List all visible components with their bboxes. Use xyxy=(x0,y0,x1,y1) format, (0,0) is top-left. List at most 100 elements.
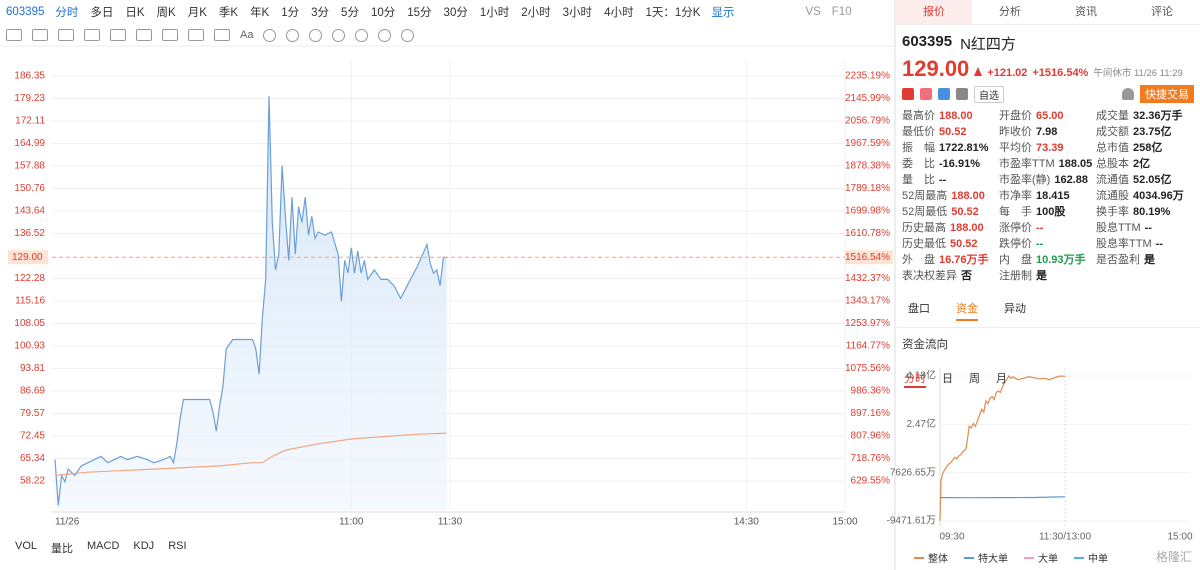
tool-icon[interactable] xyxy=(355,28,369,42)
period-toolbar: 603395 分时 多日 日K 周K 月K 季K 年K 1分 3分 5分 10分 15分 30分 1小时 2小… xyxy=(0,0,899,24)
stat-row: 历史最高 188.00 涨停价 -- 股息TTM -- xyxy=(896,220,1200,236)
stat-cell: 历史最高 188.00 xyxy=(902,220,999,236)
indicator-tab[interactable]: VOL xyxy=(15,540,38,552)
tool-icon[interactable] xyxy=(6,29,22,41)
stat-value: 188.00 xyxy=(950,222,984,234)
stat-value: -- xyxy=(1036,238,1044,250)
period-tab[interactable]: 多日 xyxy=(90,7,114,19)
tool-icon[interactable] xyxy=(378,28,392,42)
panel-tab[interactable]: 资讯 xyxy=(1075,6,1097,18)
display-menu[interactable]: 显示 xyxy=(711,7,735,19)
badge-icon[interactable] xyxy=(902,88,914,100)
flow-period-tab[interactable]: 月 xyxy=(996,373,1007,385)
stat-cell: 注册制是 xyxy=(999,268,1096,284)
stat-cell: 总股本 2亿 xyxy=(1096,156,1193,172)
period-tab[interactable]: 日K xyxy=(125,7,145,19)
legend-swatch xyxy=(964,556,974,559)
tool-icon[interactable] xyxy=(332,28,346,42)
stat-value: 4034.96万 xyxy=(1133,190,1184,202)
panel-tab[interactable]: 评论 xyxy=(1151,6,1173,18)
period-tab[interactable]: 1分 xyxy=(281,7,300,19)
y-tick-label: 58.22 xyxy=(20,476,45,487)
stat-row: 量 比 -- 市盈率(静) 162.88 流通值 52.05亿 xyxy=(896,172,1200,188)
y2-tick-label: 1432.37% xyxy=(845,273,890,284)
x-tick-label: 11:00 xyxy=(339,517,364,528)
tool-icon[interactable] xyxy=(188,29,204,41)
period-tab[interactable]: 10分 xyxy=(370,7,396,19)
period-tab[interactable]: 1小时 xyxy=(479,7,510,19)
period-tab[interactable]: 周K xyxy=(156,7,176,19)
period-tab[interactable]: 2小时 xyxy=(521,7,551,19)
stat-label: 每 手 xyxy=(999,206,1032,218)
legend-label: 整体 xyxy=(928,554,948,565)
period-tab[interactable]: 5分 xyxy=(341,7,359,19)
tool-icon[interactable] xyxy=(263,28,277,42)
tool-icon[interactable] xyxy=(162,29,178,41)
stat-label: 内 盘 xyxy=(999,254,1032,266)
stat-row: 52周最高 188.00 市净率 18.415 流通股 4034.96万 xyxy=(896,188,1200,204)
price-change-pct: +1516.54% xyxy=(1032,67,1089,79)
period-tab[interactable]: 4小时 xyxy=(604,7,634,19)
stat-value: 188.00 xyxy=(939,110,973,122)
tool-icon[interactable] xyxy=(110,29,126,41)
panel-tab[interactable]: 分析 xyxy=(999,6,1021,18)
tool-icon[interactable] xyxy=(286,28,300,42)
section-tab[interactable]: 异动 xyxy=(1004,303,1026,315)
quote-tabs: 报价 分析 资讯 评论 xyxy=(896,0,1200,25)
stat-label: 市净率 xyxy=(999,190,1032,202)
watch-button[interactable]: 自选 xyxy=(974,85,1004,103)
tool-icon[interactable] xyxy=(58,29,74,41)
period-tab[interactable]: 月K xyxy=(187,7,207,19)
stat-value: 23.75亿 xyxy=(1133,126,1172,138)
tool-icon[interactable] xyxy=(214,29,230,41)
tool-icon[interactable] xyxy=(84,29,100,41)
stat-label: 52周最高 xyxy=(902,190,948,202)
indicator-tab[interactable]: RSI xyxy=(168,540,187,552)
flow-title: 资金流向 xyxy=(902,339,948,351)
stat-cell: 内 盘 10.93万手 xyxy=(999,252,1096,268)
period-tab[interactable]: 分时 xyxy=(55,7,79,19)
flow-y-label: 4.18亿 xyxy=(907,369,936,382)
period-tab[interactable]: 3小时 xyxy=(562,7,593,19)
indicator-tab[interactable]: 量比 xyxy=(51,543,74,555)
stat-cell: 换手率 80.19% xyxy=(1096,204,1193,220)
indicator-tab[interactable]: KDJ xyxy=(133,540,155,552)
section-tab[interactable]: 资金 xyxy=(956,300,978,321)
stat-cell: 表决权差异否 xyxy=(902,268,999,284)
y-tick-label: 157.88 xyxy=(14,161,45,172)
period-tab[interactable]: 30分 xyxy=(443,7,468,19)
watermark: 格隆汇 xyxy=(1155,550,1192,564)
flow-period-tab[interactable]: 分时 xyxy=(904,370,926,388)
y-tick-label: 150.76 xyxy=(14,183,45,194)
period-tab[interactable]: 季K xyxy=(218,7,239,19)
section-tab[interactable]: 盘口 xyxy=(908,303,930,315)
indicator-tab[interactable]: MACD xyxy=(87,540,120,552)
flow-y-label: -9471.61万 xyxy=(887,516,936,527)
tool-icon[interactable] xyxy=(32,29,48,41)
period-tab[interactable]: 年K xyxy=(250,7,270,19)
tool-icon[interactable] xyxy=(309,28,323,42)
panel-tab[interactable]: 报价 xyxy=(896,0,972,24)
period-tab[interactable]: 3分 xyxy=(311,7,330,19)
period-tab[interactable]: 1天：1分K xyxy=(645,7,701,19)
flow-period-tab[interactable]: 周 xyxy=(969,373,980,385)
badge-icon[interactable] xyxy=(938,88,950,100)
y2-tick-label: 2056.79% xyxy=(845,116,890,127)
vs-button[interactable]: VS xyxy=(805,6,821,18)
trade-button[interactable]: 快捷交易 xyxy=(1140,85,1194,103)
legend-item: 整体 xyxy=(914,550,948,565)
stat-row: 最高价 188.00 开盘价 65.00 成交量 32.36万手 xyxy=(896,108,1200,124)
tool-icon[interactable] xyxy=(401,28,415,42)
period-tab[interactable]: 15分 xyxy=(407,7,432,19)
y-tick-label: 108.05 xyxy=(14,318,45,329)
tool-icon[interactable] xyxy=(136,29,152,41)
f10-button[interactable]: F10 xyxy=(831,6,852,18)
bell-icon[interactable] xyxy=(1122,88,1134,100)
y-tick-label: 172.11 xyxy=(15,116,45,127)
x-tick-label: 11:30 xyxy=(438,517,463,528)
badge-icon[interactable] xyxy=(956,88,968,100)
y-tick-label: 86.69 xyxy=(20,386,45,397)
badge-icon[interactable] xyxy=(920,88,932,100)
flow-period-tab[interactable]: 日 xyxy=(942,373,953,385)
text-tool[interactable]: Aa xyxy=(240,29,254,41)
